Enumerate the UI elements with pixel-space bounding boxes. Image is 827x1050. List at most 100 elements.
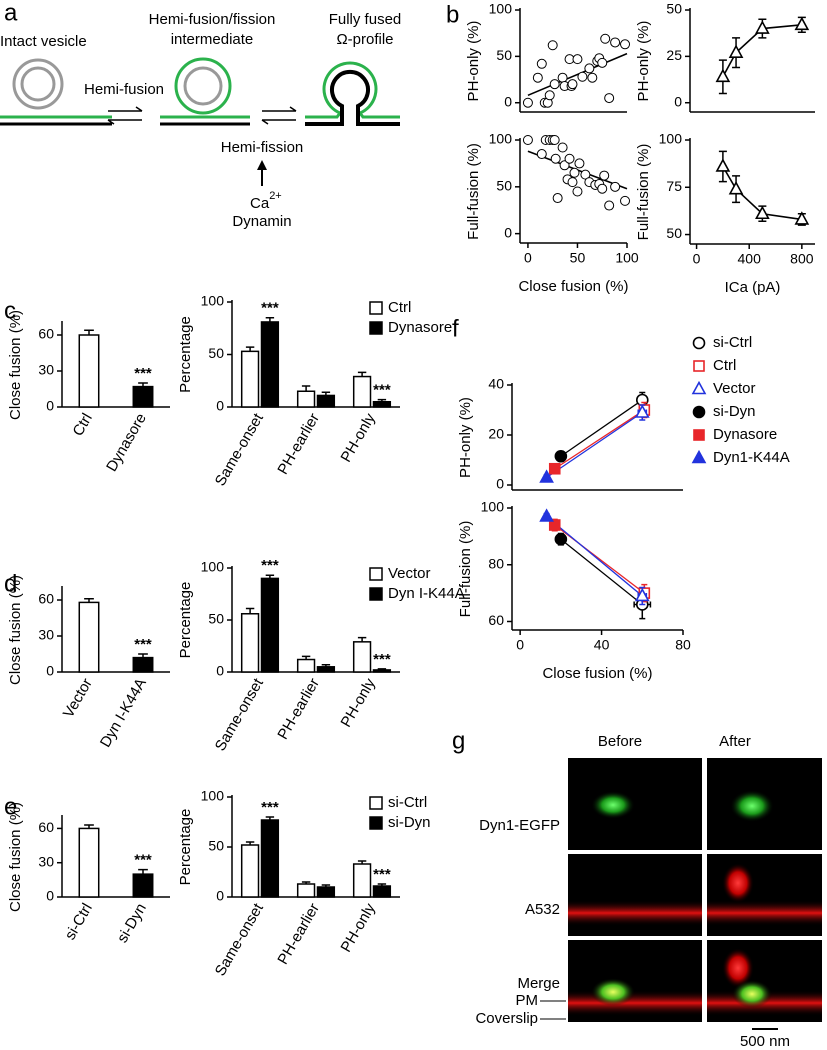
point (572, 186, 583, 197)
connector (546, 516, 643, 597)
error-bar (138, 382, 148, 387)
significance: *** (373, 651, 391, 668)
legend-label: Dyn I-K44A (388, 585, 465, 602)
error-bar (245, 841, 255, 845)
y-tick-label: 0 (496, 476, 504, 492)
error-bar (301, 881, 311, 884)
bar (78, 601, 100, 673)
panel-label: e (4, 793, 17, 820)
diagram-label: intermediate (171, 31, 254, 48)
marker (794, 16, 810, 31)
error-bar (265, 574, 275, 579)
arrow-head (257, 160, 267, 170)
omega-profile (305, 61, 400, 119)
marker (539, 508, 554, 522)
point (572, 54, 583, 65)
legend-label: Dynasore (713, 426, 777, 443)
legend-label: si-Dyn (713, 403, 756, 420)
bar (372, 401, 392, 408)
x-tick-label: Same-onset (212, 900, 268, 979)
x-tick-label: Same-onset (212, 675, 268, 754)
legend-swatch (369, 301, 383, 315)
point (567, 79, 578, 90)
error-bar (357, 860, 367, 864)
diagram-label: Ca (250, 195, 270, 212)
x-axis-label: ICa (pA) (725, 279, 781, 296)
column-label: After (719, 733, 751, 750)
signal (591, 978, 635, 1006)
point (597, 57, 608, 68)
bar (316, 666, 336, 673)
y-axis-label: Close fusion (%) (7, 575, 24, 685)
error-bar (265, 816, 275, 820)
bar (316, 886, 336, 898)
panel-label: f (452, 315, 459, 342)
x-tick-label: 100 (615, 250, 639, 266)
error-bar (357, 371, 367, 377)
legend-label: Vector (388, 565, 431, 582)
bar (316, 394, 336, 408)
bar (240, 350, 260, 408)
line (722, 24, 802, 78)
marker (539, 469, 554, 483)
x-tick-label: 0 (693, 251, 701, 267)
vesicle (183, 66, 223, 106)
significance: *** (134, 365, 152, 382)
bar (78, 334, 100, 408)
x-tick-label: 400 (738, 251, 762, 267)
legend-marker (692, 336, 706, 350)
signal (730, 790, 774, 822)
signal (707, 900, 822, 926)
point (620, 195, 631, 206)
significance: *** (261, 300, 279, 317)
bar (240, 613, 260, 673)
significance: *** (373, 382, 391, 399)
y-axis-label: Percentage (177, 582, 194, 659)
panel-label: g (452, 727, 465, 754)
signal (722, 863, 754, 903)
diagram-label: Dynamin (232, 213, 291, 230)
image-panel: Before After Dyn1-EGFP A532 Merge PM Cov… (475, 733, 822, 1050)
legend-label: si-Ctrl (388, 794, 427, 811)
error-bar (301, 655, 311, 660)
row-label: A532 (525, 901, 560, 918)
bar (240, 844, 260, 898)
x-tick-label: 40 (594, 637, 610, 653)
signal (732, 980, 772, 1008)
x-tick-label: PH-only (337, 410, 379, 465)
legend-swatch (369, 796, 383, 810)
diagram-label: Hemi-fusion/fission (149, 11, 276, 28)
y-tick-label: 30 (38, 627, 54, 643)
marker (715, 158, 731, 172)
y-tick-label: 0 (216, 888, 224, 904)
y-axis-label: Full-fusion (%) (635, 144, 652, 241)
point (549, 79, 560, 90)
legend-marker (691, 449, 707, 464)
marker (634, 587, 650, 602)
y-tick-label: 0 (46, 398, 54, 414)
diagram-label: Fully fused (329, 11, 402, 28)
point (547, 40, 558, 51)
marker (755, 205, 770, 220)
x-tick-label: 80 (675, 637, 691, 653)
bar (296, 658, 316, 673)
point (600, 33, 611, 44)
connector (554, 409, 645, 470)
x-tick-label: PH-earlier (274, 900, 322, 967)
error-bar (245, 607, 255, 614)
point (587, 72, 598, 83)
y-tick-label: 100 (481, 499, 505, 515)
point (550, 153, 561, 164)
diagram-label: 2+ (269, 190, 282, 202)
point (569, 167, 580, 178)
bar (352, 375, 372, 408)
diagram-label: Hemi-fusion (84, 81, 164, 98)
marker (554, 532, 568, 546)
y-tick-label: 0 (46, 663, 54, 679)
y-tick-label: 0 (216, 663, 224, 679)
x-tick-label: Dynasore (103, 410, 150, 474)
vesicle (12, 58, 64, 110)
bar (78, 827, 100, 898)
point (610, 37, 621, 48)
